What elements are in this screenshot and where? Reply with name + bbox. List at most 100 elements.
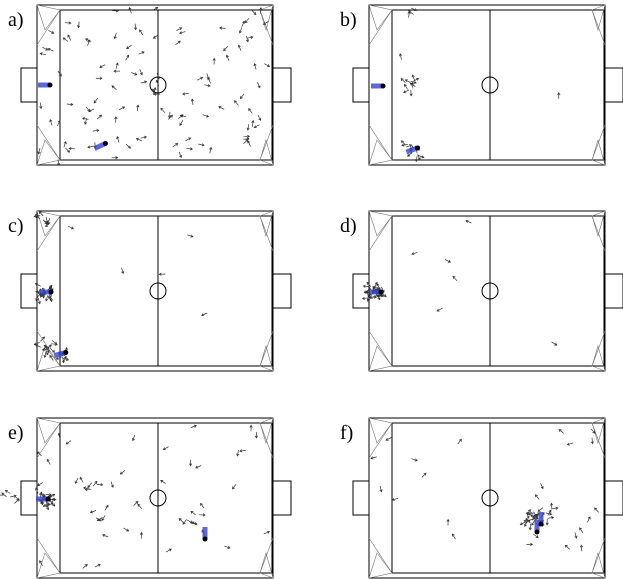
agent-arrow — [399, 53, 403, 60]
field — [20, 4, 292, 166]
agent-arrow — [185, 137, 192, 142]
agent-arrow — [451, 533, 456, 540]
agent-arrow — [0, 494, 4, 496]
robot — [36, 496, 48, 502]
robot — [371, 83, 383, 89]
agent-arrow — [85, 38, 92, 42]
agent-arrow — [49, 119, 53, 126]
agent-arrow — [557, 92, 561, 99]
agent-arrow — [172, 143, 179, 148]
agent-arrow — [119, 470, 126, 475]
agent-arrow — [43, 344, 50, 349]
agent-arrow — [79, 476, 84, 483]
agent-arrow — [200, 502, 205, 509]
agent-arrow — [444, 259, 452, 263]
agent-arrow — [47, 48, 54, 52]
agent-arrow — [42, 502, 49, 507]
agent-arrow — [527, 512, 535, 516]
panel-label: f) — [340, 422, 353, 444]
agent-arrow — [92, 128, 100, 133]
agent-arrow — [87, 145, 94, 149]
agent-arrow — [152, 34, 159, 39]
agent-arrow — [87, 482, 92, 489]
agent-arrow — [37, 148, 41, 155]
field — [20, 417, 292, 579]
agent-arrow — [49, 354, 54, 361]
agent-arrow — [408, 10, 414, 15]
agent-arrow — [133, 501, 139, 506]
agent-arrow — [225, 54, 230, 61]
agent-arrow — [457, 438, 462, 445]
agent-arrow — [110, 481, 114, 488]
agent-arrow — [219, 26, 226, 30]
agent-arrow — [152, 6, 159, 11]
agent-arrow — [33, 214, 41, 218]
agent-arrow — [257, 114, 262, 121]
agent-arrow — [243, 134, 251, 139]
agent-arrow — [190, 424, 197, 429]
agent-arrow — [385, 437, 392, 441]
robot — [534, 520, 540, 532]
agent-arrow — [537, 507, 544, 512]
robot — [38, 82, 50, 88]
agent-arrow — [178, 151, 183, 159]
agent-arrow — [204, 84, 211, 88]
agent-arrow — [88, 108, 95, 113]
agent-arrow — [532, 516, 539, 520]
agent-arrow — [45, 500, 49, 508]
agent-arrow — [95, 517, 102, 522]
agent-arrow — [547, 516, 555, 520]
robot — [53, 350, 67, 358]
agent-arrow — [115, 62, 119, 69]
agent-arrow — [176, 27, 183, 32]
agent-arrow — [135, 137, 143, 142]
agent-arrow — [187, 234, 194, 238]
agent-arrow — [125, 54, 130, 61]
agent-arrow — [93, 97, 99, 104]
agent-arrow — [48, 30, 55, 34]
agent-arrow — [405, 144, 413, 148]
agent-arrow — [81, 117, 89, 121]
agent-arrow — [201, 312, 208, 317]
agent-arrow — [67, 225, 74, 230]
agent-arrow — [239, 93, 245, 100]
agent-arrow — [167, 111, 172, 119]
agent-arrow — [361, 296, 369, 300]
panel-label: a) — [8, 9, 24, 31]
agent-arrow — [112, 9, 119, 13]
agent-arrow — [49, 493, 56, 498]
agent-arrow — [92, 480, 98, 487]
agent-arrow — [82, 563, 88, 569]
panel: e) — [0, 417, 292, 579]
agent-arrow — [465, 219, 472, 224]
agent-arrow — [64, 21, 72, 25]
agent-arrow — [446, 518, 450, 526]
agent-arrow — [113, 69, 121, 73]
agent-arrow — [409, 89, 413, 97]
agent-arrow — [178, 518, 184, 523]
agent-arrow — [533, 533, 539, 538]
agent-arrow — [231, 483, 237, 490]
agent-arrow — [241, 20, 245, 27]
agent-arrow — [118, 106, 126, 111]
agent-arrow — [579, 544, 584, 552]
agent-arrow — [167, 114, 173, 120]
panel-label: d) — [340, 215, 357, 237]
agent-arrow — [376, 283, 381, 290]
agent-arrow — [66, 102, 74, 107]
agent-arrow — [45, 295, 49, 302]
agent-arrow — [238, 27, 243, 34]
agent-arrow — [257, 82, 261, 89]
agent-arrow — [254, 431, 259, 439]
agent-arrow — [101, 515, 106, 521]
agent-arrow — [249, 424, 253, 432]
agent-arrow — [56, 120, 61, 127]
agent-arrow — [46, 458, 51, 465]
agent-arrow — [558, 429, 564, 434]
agent-arrow — [139, 531, 144, 539]
agent-arrow — [160, 107, 166, 113]
agent-arrow — [417, 154, 421, 161]
agent-arrow — [123, 527, 130, 532]
agent-arrow — [137, 503, 143, 510]
agent-arrow — [206, 73, 210, 80]
